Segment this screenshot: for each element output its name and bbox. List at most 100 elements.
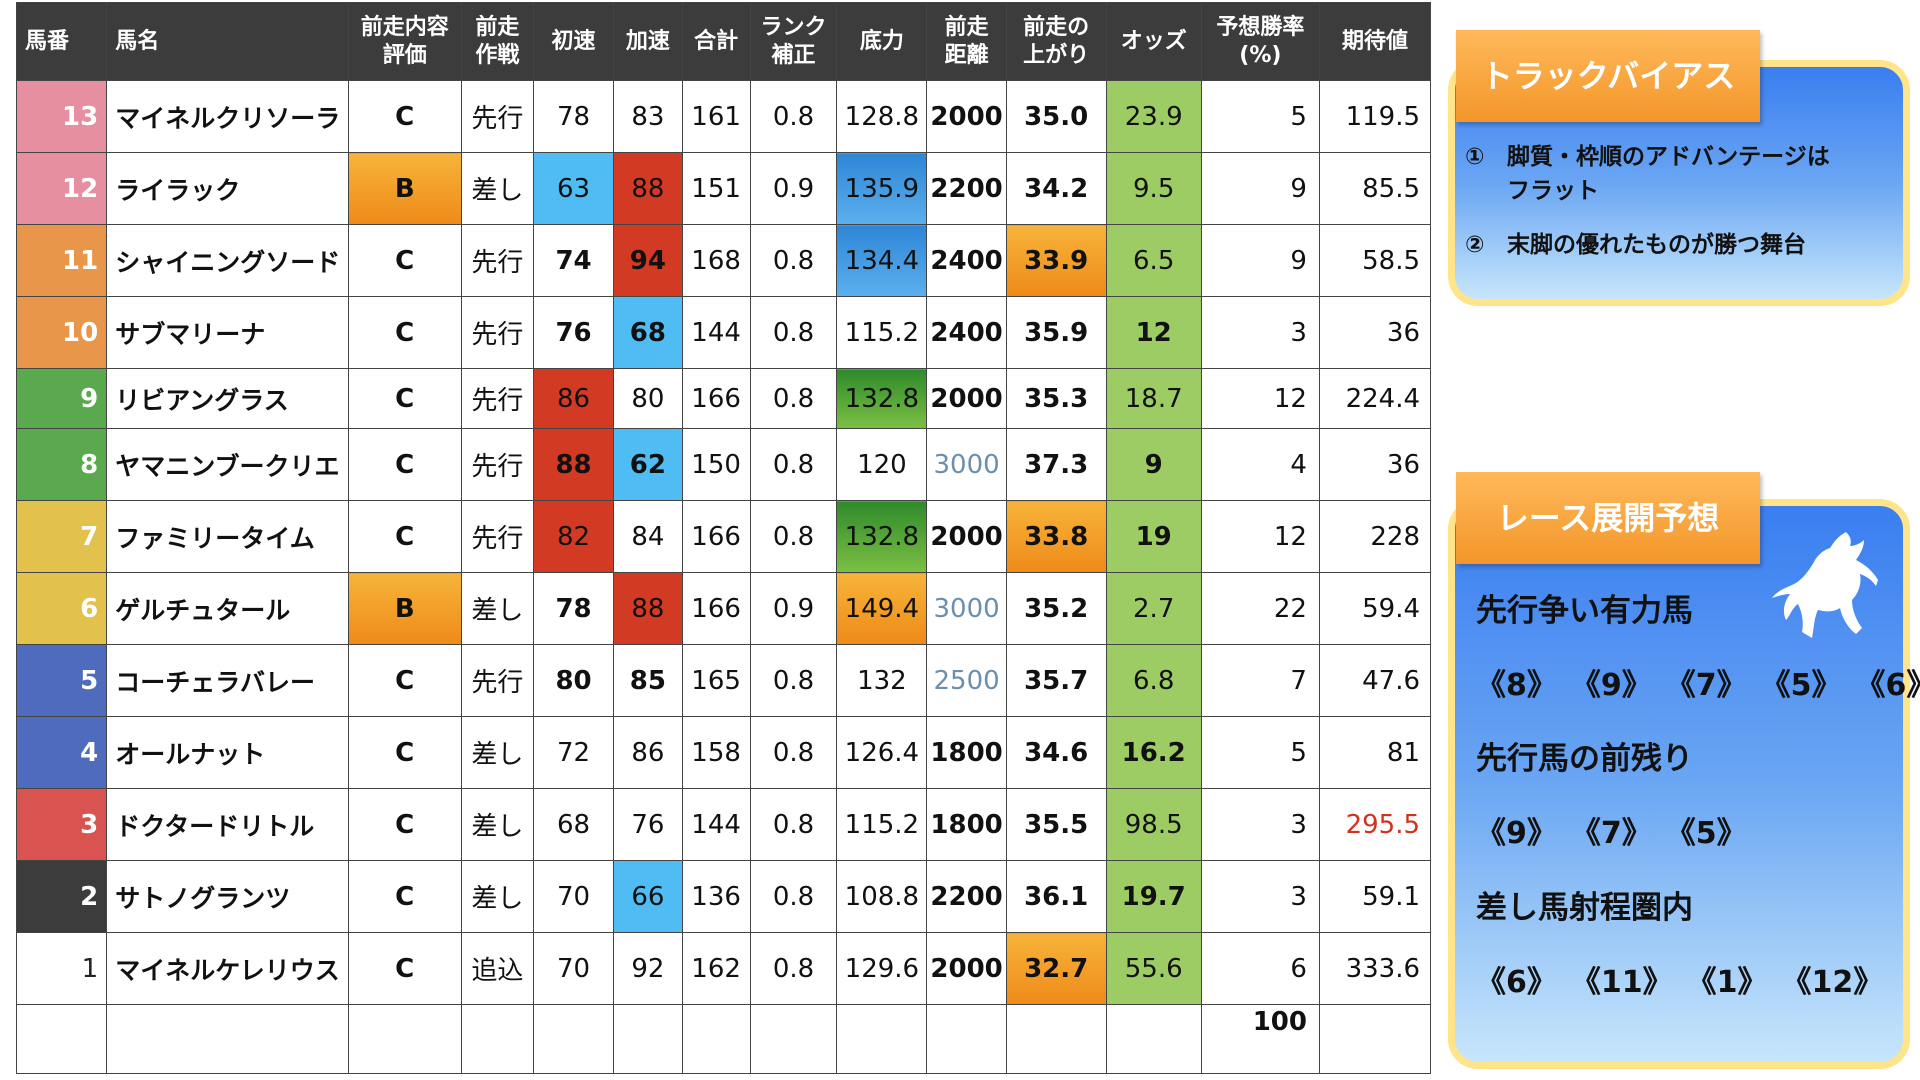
expected-value-cell: 81 [1318, 716, 1432, 789]
header-prev-eval: 前走内容 評価 [347, 2, 462, 81]
total-cell: 162 [681, 932, 751, 1005]
prev-last3f-cell: 32.7 [1005, 932, 1107, 1005]
stamina-cell: 134.4 [836, 224, 928, 297]
prev-distance-cell: 2000 [926, 368, 1007, 429]
pick: 《7》 [1665, 668, 1747, 703]
total-cell: 165 [681, 644, 751, 717]
empty-cell [926, 1004, 1007, 1074]
odds-cell: 6.8 [1105, 644, 1202, 717]
total-cell: 161 [681, 80, 751, 153]
total-cell: 136 [681, 860, 751, 933]
rank-adjust-cell: 0.9 [749, 572, 838, 645]
acceleration-cell: 66 [613, 860, 683, 933]
rearing-horse-icon [1772, 532, 1878, 638]
prev-distance-cell: 2400 [926, 224, 1007, 297]
empty-cell [1005, 1004, 1107, 1074]
total-prob-value: 100 [1252, 1007, 1307, 1037]
prev-eval-cell: C [347, 644, 462, 717]
table-row: 8 ヤマニンブークリエ C 先行 88 62 150 0.8 120 3000 37.3 9 4 36 [15, 428, 1432, 501]
expected-value-cell: 36 [1318, 428, 1432, 501]
table-row: 5 コーチェラバレー C 先行 80 85 165 0.8 132 2500 35.7 6.8 7 47.… [15, 644, 1432, 717]
item-text: 脚質・枠順のアドバンテージは フラット [1507, 144, 1830, 204]
win-prob-cell: 9 [1200, 152, 1320, 225]
prev-eval-cell: B [347, 572, 462, 645]
odds-cell: 23.9 [1105, 80, 1202, 153]
prev-eval-cell: C [347, 368, 462, 429]
prev-eval-cell: C [347, 296, 462, 369]
pick: 《1》 [1686, 965, 1768, 1000]
prev-distance-cell: 1800 [926, 716, 1007, 789]
stamina-cell: 120 [836, 428, 928, 501]
rank-adjust-cell: 0.8 [749, 428, 838, 501]
acceleration-cell: 86 [613, 716, 683, 789]
odds-cell: 2.7 [1105, 572, 1202, 645]
pick: 《11》 [1570, 965, 1673, 1000]
horse-number-cell: 4 [15, 716, 108, 789]
header-rank-adjust: ランク 補正 [749, 2, 838, 81]
prev-tactic-cell: 先行 [460, 368, 534, 429]
header-initial-speed: 初速 [532, 2, 615, 81]
table-header-row: 馬番 馬名 前走内容 評価 前走 作戦 初速 加速 合計 ランク 補正 底力 前走 距離 前走の 上… [15, 2, 1432, 81]
acceleration-cell: 85 [613, 644, 683, 717]
expected-value-cell: 333.6 [1318, 932, 1432, 1005]
expected-value-cell: 58.5 [1318, 224, 1432, 297]
horse-number-cell: 5 [15, 644, 108, 717]
rank-adjust-cell: 0.8 [749, 716, 838, 789]
prev-tactic-cell: 差し [460, 572, 534, 645]
prev-tactic-cell: 先行 [460, 224, 534, 297]
pick: 《12》 [1781, 965, 1884, 1000]
track-bias-item: ① 脚質・枠順のアドバンテージは フラット [1465, 140, 1895, 208]
initial-speed-cell: 68 [532, 788, 615, 861]
horse-number-cell: 8 [15, 428, 108, 501]
horse-number-cell: 13 [15, 80, 108, 153]
acceleration-cell: 88 [613, 152, 683, 225]
item-text: 末脚の優れたものが勝つ舞台 [1507, 232, 1806, 258]
prev-eval-cell: C [347, 500, 462, 573]
horse-name-cell: ヤマニンブークリエ [106, 428, 349, 501]
rank-adjust-cell: 0.8 [749, 932, 838, 1005]
rank-adjust-cell: 0.9 [749, 152, 838, 225]
prev-last3f-cell: 37.3 [1005, 428, 1107, 501]
odds-cell: 19.7 [1105, 860, 1202, 933]
prev-last3f-cell: 35.9 [1005, 296, 1107, 369]
odds-cell: 18.7 [1105, 368, 1202, 429]
header-horse-number: 馬番 [15, 2, 108, 81]
forecast-heading: 差し馬射程圏内 [1476, 890, 1693, 926]
item-marker: ② [1465, 232, 1485, 258]
prev-distance-cell: 1800 [926, 788, 1007, 861]
table-row: 10 サブマリーナ C 先行 76 68 144 0.8 115.2 2400 35.9 12 3 36 [15, 296, 1432, 369]
empty-cell [347, 1004, 462, 1074]
header-prev-distance: 前走 距離 [926, 2, 1007, 81]
prev-eval-cell: C [347, 932, 462, 1005]
forecast-picks: 《8》《9》《7》《5》《6》 [1476, 660, 1920, 704]
stamina-cell: 126.4 [836, 716, 928, 789]
empty-cell [532, 1004, 615, 1074]
horse-name-cell: ゲルチュタール [106, 572, 349, 645]
header-prev-last3f: 前走の 上がり [1005, 2, 1107, 81]
empty-cell [749, 1004, 838, 1074]
stamina-cell: 108.8 [836, 860, 928, 933]
empty-cell [1318, 1004, 1432, 1074]
stamina-cell: 115.2 [836, 788, 928, 861]
win-prob-cell: 4 [1200, 428, 1320, 501]
horse-name-cell: ドクタードリトル [106, 788, 349, 861]
total-cell: 166 [681, 572, 751, 645]
expected-value-cell: 36 [1318, 296, 1432, 369]
total-cell: 151 [681, 152, 751, 225]
stamina-cell: 132.8 [836, 500, 928, 573]
prev-tactic-cell: 差し [460, 788, 534, 861]
header-expected-value: 期待値 [1318, 2, 1432, 81]
prev-tactic-cell: 先行 [460, 500, 534, 573]
win-prob-cell: 12 [1200, 500, 1320, 573]
table-row: 4 オールナット C 差し 72 86 158 0.8 126.4 1800 34.6 16.2 5 81 [15, 716, 1432, 789]
stamina-cell: 132 [836, 644, 928, 717]
empty-cell [15, 1004, 108, 1074]
prev-distance-cell: 3000 [926, 428, 1007, 501]
forecast-heading: 先行争い有力馬 [1476, 593, 1693, 629]
odds-cell: 6.5 [1105, 224, 1202, 297]
header-win-prob: 予想勝率 (%) [1200, 2, 1320, 81]
prev-last3f-cell: 35.7 [1005, 644, 1107, 717]
stamina-cell: 149.4 [836, 572, 928, 645]
horse-number-cell: 12 [15, 152, 108, 225]
rank-adjust-cell: 0.8 [749, 788, 838, 861]
